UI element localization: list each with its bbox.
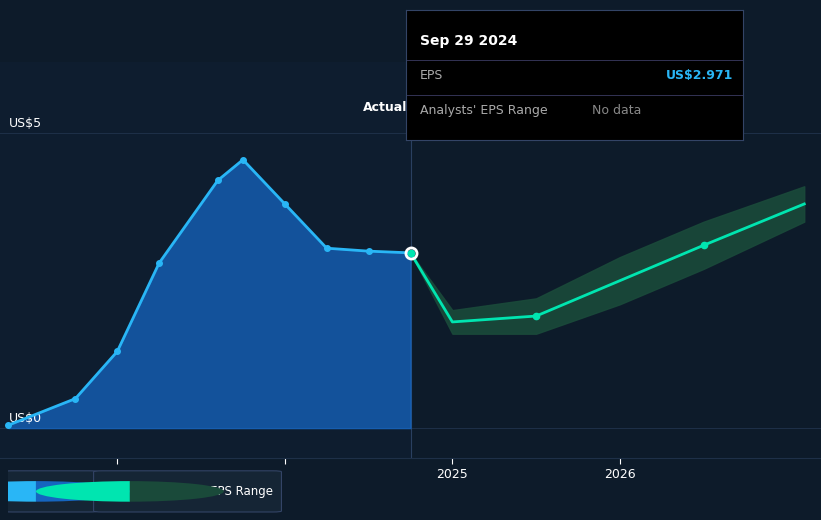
Text: Actual: Actual <box>363 101 407 114</box>
Text: EPS: EPS <box>420 69 443 82</box>
Text: Analysts' EPS Range: Analysts' EPS Range <box>420 104 548 117</box>
Text: US$5: US$5 <box>8 117 42 130</box>
Text: No data: No data <box>591 104 641 117</box>
Text: US$0: US$0 <box>8 412 42 425</box>
Wedge shape <box>36 481 130 502</box>
Text: Sep 29 2024: Sep 29 2024 <box>420 34 517 48</box>
Wedge shape <box>130 481 224 502</box>
FancyBboxPatch shape <box>4 471 98 512</box>
Text: EPS: EPS <box>64 485 85 498</box>
Text: Analysts Forecasts: Analysts Forecasts <box>419 101 535 114</box>
Bar <box>0 62 410 458</box>
Text: US$2.971: US$2.971 <box>666 69 733 82</box>
Wedge shape <box>0 481 36 502</box>
FancyBboxPatch shape <box>94 471 282 512</box>
Wedge shape <box>36 481 130 502</box>
Text: Analysts' EPS Range: Analysts' EPS Range <box>154 485 273 498</box>
